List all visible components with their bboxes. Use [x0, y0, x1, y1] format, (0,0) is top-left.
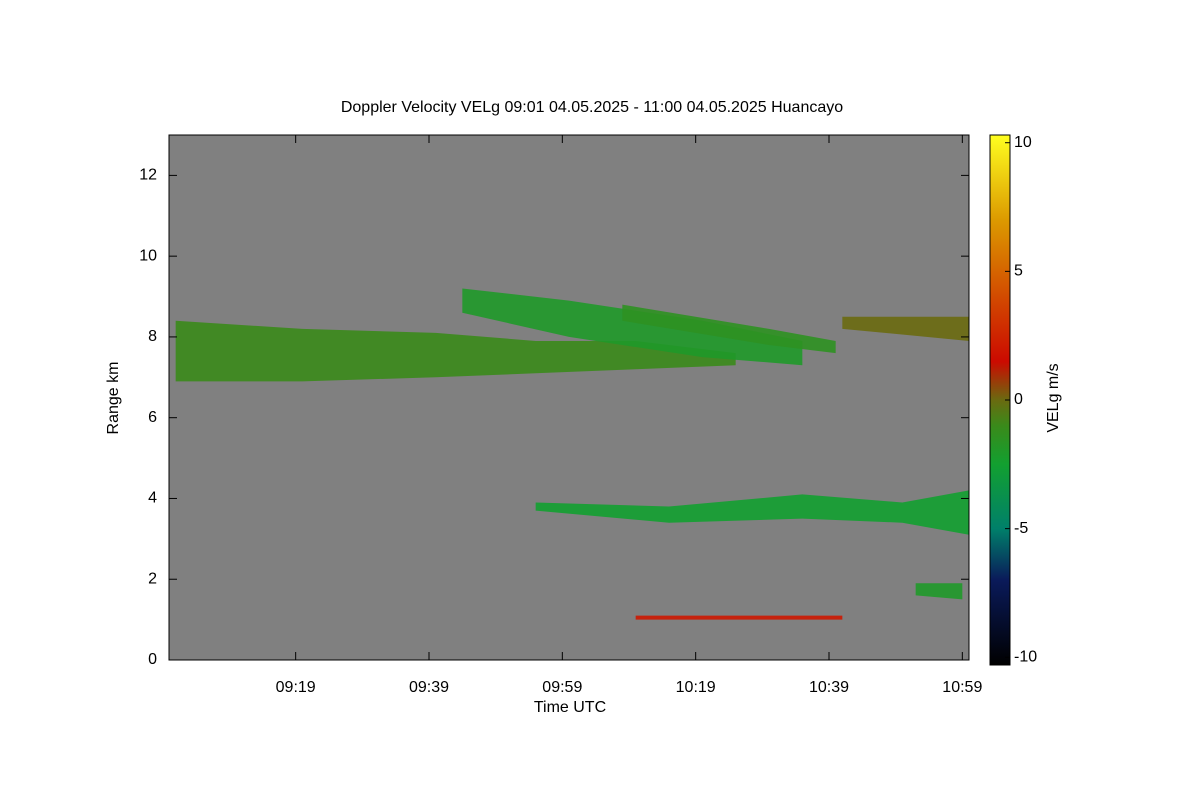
y-axis-label: Range km [105, 362, 122, 435]
echo [915, 583, 963, 600]
plot-background [169, 135, 969, 660]
echo [842, 316, 969, 341]
chart-title: Doppler Velocity VELg 09:01 04.05.2025 -… [341, 99, 843, 116]
echo [635, 615, 843, 620]
x-tick-label: 09:59 [542, 679, 582, 696]
colorbar-tick-label: -5 [1014, 520, 1028, 537]
y-tick-label: 12 [139, 167, 157, 184]
colorbar-tick-label: 0 [1014, 391, 1023, 408]
x-axis-label: Time UTC [534, 699, 606, 716]
y-tick-label: 0 [148, 651, 157, 668]
x-tick-label: 10:19 [676, 679, 716, 696]
y-tick-label: 10 [139, 247, 157, 264]
x-tick-label: 10:39 [809, 679, 849, 696]
y-tick-label: 2 [148, 570, 157, 587]
echo [622, 304, 836, 354]
x-tick-label: 10:59 [942, 679, 982, 696]
echo [175, 320, 736, 382]
y-tick-label: 8 [148, 328, 157, 345]
x-tick-label: 09:19 [276, 679, 316, 696]
colorbar-label: VELg m/s [1045, 363, 1062, 432]
y-tick-label: 4 [148, 490, 157, 507]
y-tick-label: 6 [148, 409, 157, 426]
echo [535, 490, 969, 535]
colorbar-tick-label: 10 [1014, 134, 1032, 151]
colorbar-tick-label: 5 [1014, 263, 1023, 280]
colorbar-tick-label: -10 [1014, 649, 1037, 666]
plot-frame [168, 134, 970, 661]
x-tick-label: 09:39 [409, 679, 449, 696]
echo [462, 288, 803, 366]
